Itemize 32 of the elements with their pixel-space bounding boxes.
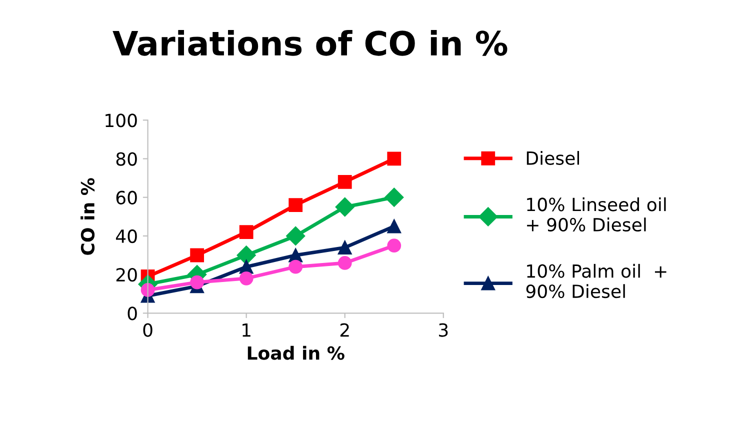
point — [338, 256, 352, 270]
point — [335, 197, 354, 217]
point — [387, 152, 402, 166]
point — [387, 219, 402, 234]
x-tick-label: 2 — [340, 323, 349, 337]
point — [338, 240, 352, 254]
legend-label: 10% Linseed oil + 90% Diesel — [527, 197, 666, 232]
y-tick-label: 20 — [116, 268, 137, 282]
y-tick-label: 60 — [116, 190, 137, 204]
point — [288, 260, 303, 274]
y-tick-label: 0 — [128, 306, 137, 320]
point — [288, 198, 303, 212]
point — [338, 174, 352, 189]
point — [239, 225, 254, 240]
y-tick-label: 80 — [116, 152, 137, 166]
point — [384, 188, 404, 207]
point — [239, 271, 254, 286]
point — [387, 238, 402, 253]
chart-title: Variations of CO in % — [112, 30, 508, 56]
point — [190, 275, 204, 290]
x-tick-label: 1 — [242, 323, 250, 337]
x-tick-label: 0 — [143, 323, 152, 337]
x-tick-label: 3 — [439, 323, 448, 337]
y-tick-label: 100 — [106, 114, 137, 128]
x-axis-title: Load in % — [248, 346, 344, 360]
point — [286, 226, 306, 246]
point — [190, 248, 204, 262]
point — [236, 246, 256, 265]
y-axis-title: CO in % — [80, 178, 95, 255]
legend-label: Diesel — [526, 150, 580, 165]
legend-label: 10% Palm oil + 90% Diesel — [526, 264, 666, 298]
y-tick-label: 40 — [116, 229, 137, 244]
